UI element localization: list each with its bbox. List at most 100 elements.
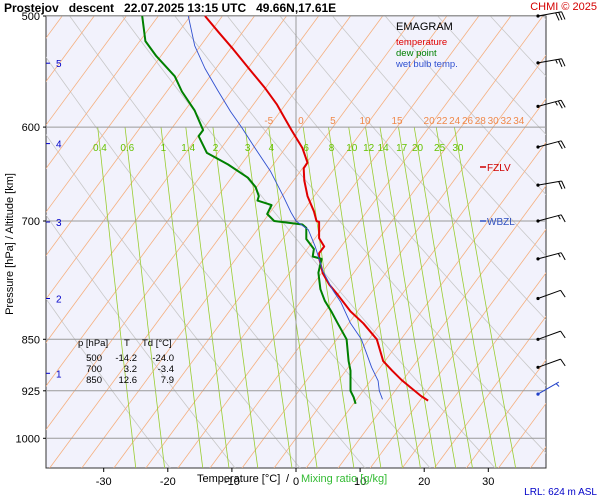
mixing-ratio-label: 12 xyxy=(363,143,375,154)
mixing-ratio-label: 2 xyxy=(213,143,219,154)
isotherm-line xyxy=(46,16,159,170)
mixing-ratio-label: 20 xyxy=(412,143,424,154)
table-cell: 3.2 xyxy=(124,364,137,375)
dry-adiabat xyxy=(332,16,546,257)
wind-barb-station xyxy=(536,365,540,369)
wind-barb xyxy=(536,252,566,261)
isotherm-line xyxy=(209,16,544,468)
isotherm-line xyxy=(46,16,319,387)
mixing-ratio-label: 4 xyxy=(269,143,275,154)
wind-barb-staff xyxy=(537,358,561,368)
isotherm-line xyxy=(401,272,546,468)
mixing-ratio-label: 25 xyxy=(434,143,446,154)
wind-barb-staff xyxy=(537,58,562,64)
wind-barb xyxy=(536,330,566,341)
wind-barb-half-feather xyxy=(554,101,558,106)
wind-barb-station xyxy=(536,296,540,301)
x-tick-label: -30 xyxy=(96,476,112,488)
isotherm-line xyxy=(113,16,448,468)
wind-barb-feather xyxy=(558,12,563,21)
altitude-tick-label: 1 xyxy=(56,369,62,380)
isotherm-label: 32 xyxy=(500,116,512,127)
dry-adiabat xyxy=(596,16,600,468)
isotherm-label: 26 xyxy=(462,116,474,127)
isotherm-line xyxy=(81,16,416,468)
table-cell: -3.4 xyxy=(158,364,174,375)
isotherm-label: 20 xyxy=(424,116,436,127)
isotherm-line xyxy=(46,16,351,431)
isotherm-line xyxy=(46,16,287,344)
header: Prostejov descent 22.07.2025 13:15 UTC 4… xyxy=(0,0,600,16)
wind-barb-feather xyxy=(560,330,566,339)
wind-barb-station xyxy=(536,104,540,108)
wind-barb-feather xyxy=(558,59,563,67)
wind-barbs-column xyxy=(536,11,566,396)
mixing-ratio-label: 17 xyxy=(396,143,408,154)
isotherm-line xyxy=(434,315,546,468)
isotherm-line xyxy=(49,16,384,468)
axis-titles: Pressure [hPa] / Altitude [km] Temperatu… xyxy=(4,173,597,498)
wind-barb-staff xyxy=(537,252,562,260)
isotherm-line xyxy=(46,16,127,126)
mixing-ratio-line xyxy=(212,127,259,468)
wind-barb xyxy=(536,99,566,109)
wind-barb-staff xyxy=(537,99,562,107)
wbzl-label: WBZL xyxy=(487,217,515,228)
isotherm-line xyxy=(46,16,191,213)
grid-lines xyxy=(46,16,600,468)
isotherm-line xyxy=(46,16,223,257)
wind-barb-staff xyxy=(537,330,561,340)
wind-barb-feather xyxy=(561,11,566,20)
wind-barb-station xyxy=(536,183,540,187)
wind-barb-staff xyxy=(537,140,562,148)
dry-adiabat xyxy=(227,16,546,386)
isotherm-line xyxy=(305,141,546,468)
mixing-ratio-label: 30 xyxy=(452,143,464,154)
wind-barb-staff xyxy=(537,289,561,299)
isotherm-label: 34 xyxy=(513,116,525,127)
mixing-ratio-line xyxy=(97,127,137,468)
isotherm-label: 0 xyxy=(298,116,304,127)
credit-link[interactable]: CHMI © 2025 xyxy=(530,1,597,13)
legend: EMAGRAM temperature dew point wet bulb t… xyxy=(395,21,458,70)
wind-barb-station xyxy=(536,392,540,396)
isotherm-label: -5 xyxy=(264,116,273,127)
wind-barb-staff xyxy=(537,214,562,222)
isotherm-line xyxy=(241,54,546,468)
pressure-tick-label: 850 xyxy=(22,334,40,346)
x-tick-label: 20 xyxy=(418,476,430,488)
altitude-tick-label: 3 xyxy=(56,218,62,229)
mixing-ratio-line xyxy=(302,127,355,468)
dry-adiabat xyxy=(279,16,546,321)
mixing-ratio-line xyxy=(244,127,293,468)
dry-adiabat xyxy=(121,16,496,468)
legend-item-temperature: temperature xyxy=(396,37,447,48)
wind-barb xyxy=(536,140,566,150)
chart-title-bar: Prostejov descent 22.07.2025 13:15 UTC 4… xyxy=(4,1,337,15)
isotherm-label: 28 xyxy=(475,116,487,127)
wind-barb-feather xyxy=(560,99,566,108)
mixing-ratio-label: 1 xyxy=(161,143,167,154)
table-cell: -14.2 xyxy=(115,353,137,364)
wind-barb-feather xyxy=(560,358,566,367)
wind-barb-feather xyxy=(560,252,566,261)
isotherm-label: 22 xyxy=(436,116,448,127)
isotherm-label: 30 xyxy=(488,116,500,127)
isotherm-label: 15 xyxy=(391,116,403,127)
wind-barb-feather xyxy=(561,58,566,67)
x-tick-label: 30 xyxy=(482,476,494,488)
mixing-ratio-line xyxy=(379,127,437,468)
table-cell: 12.6 xyxy=(119,375,138,386)
wind-barb-feather xyxy=(557,141,563,150)
wind-barb-station xyxy=(536,61,540,65)
mixing-ratio-label: 8 xyxy=(329,143,335,154)
wind-barb-half-feather xyxy=(557,215,561,220)
pressure-tick-label: 925 xyxy=(22,386,40,398)
altitude-tick-label: 5 xyxy=(56,59,62,70)
altitude-tick-label: 2 xyxy=(56,295,62,306)
dry-adiabat xyxy=(174,16,546,454)
table-header-td: Td [°C] xyxy=(142,338,172,349)
table-header-p: p [hPa] xyxy=(78,338,108,349)
mixing-ratio-label: 1.4 xyxy=(181,143,195,154)
wind-barb-station xyxy=(536,219,540,223)
